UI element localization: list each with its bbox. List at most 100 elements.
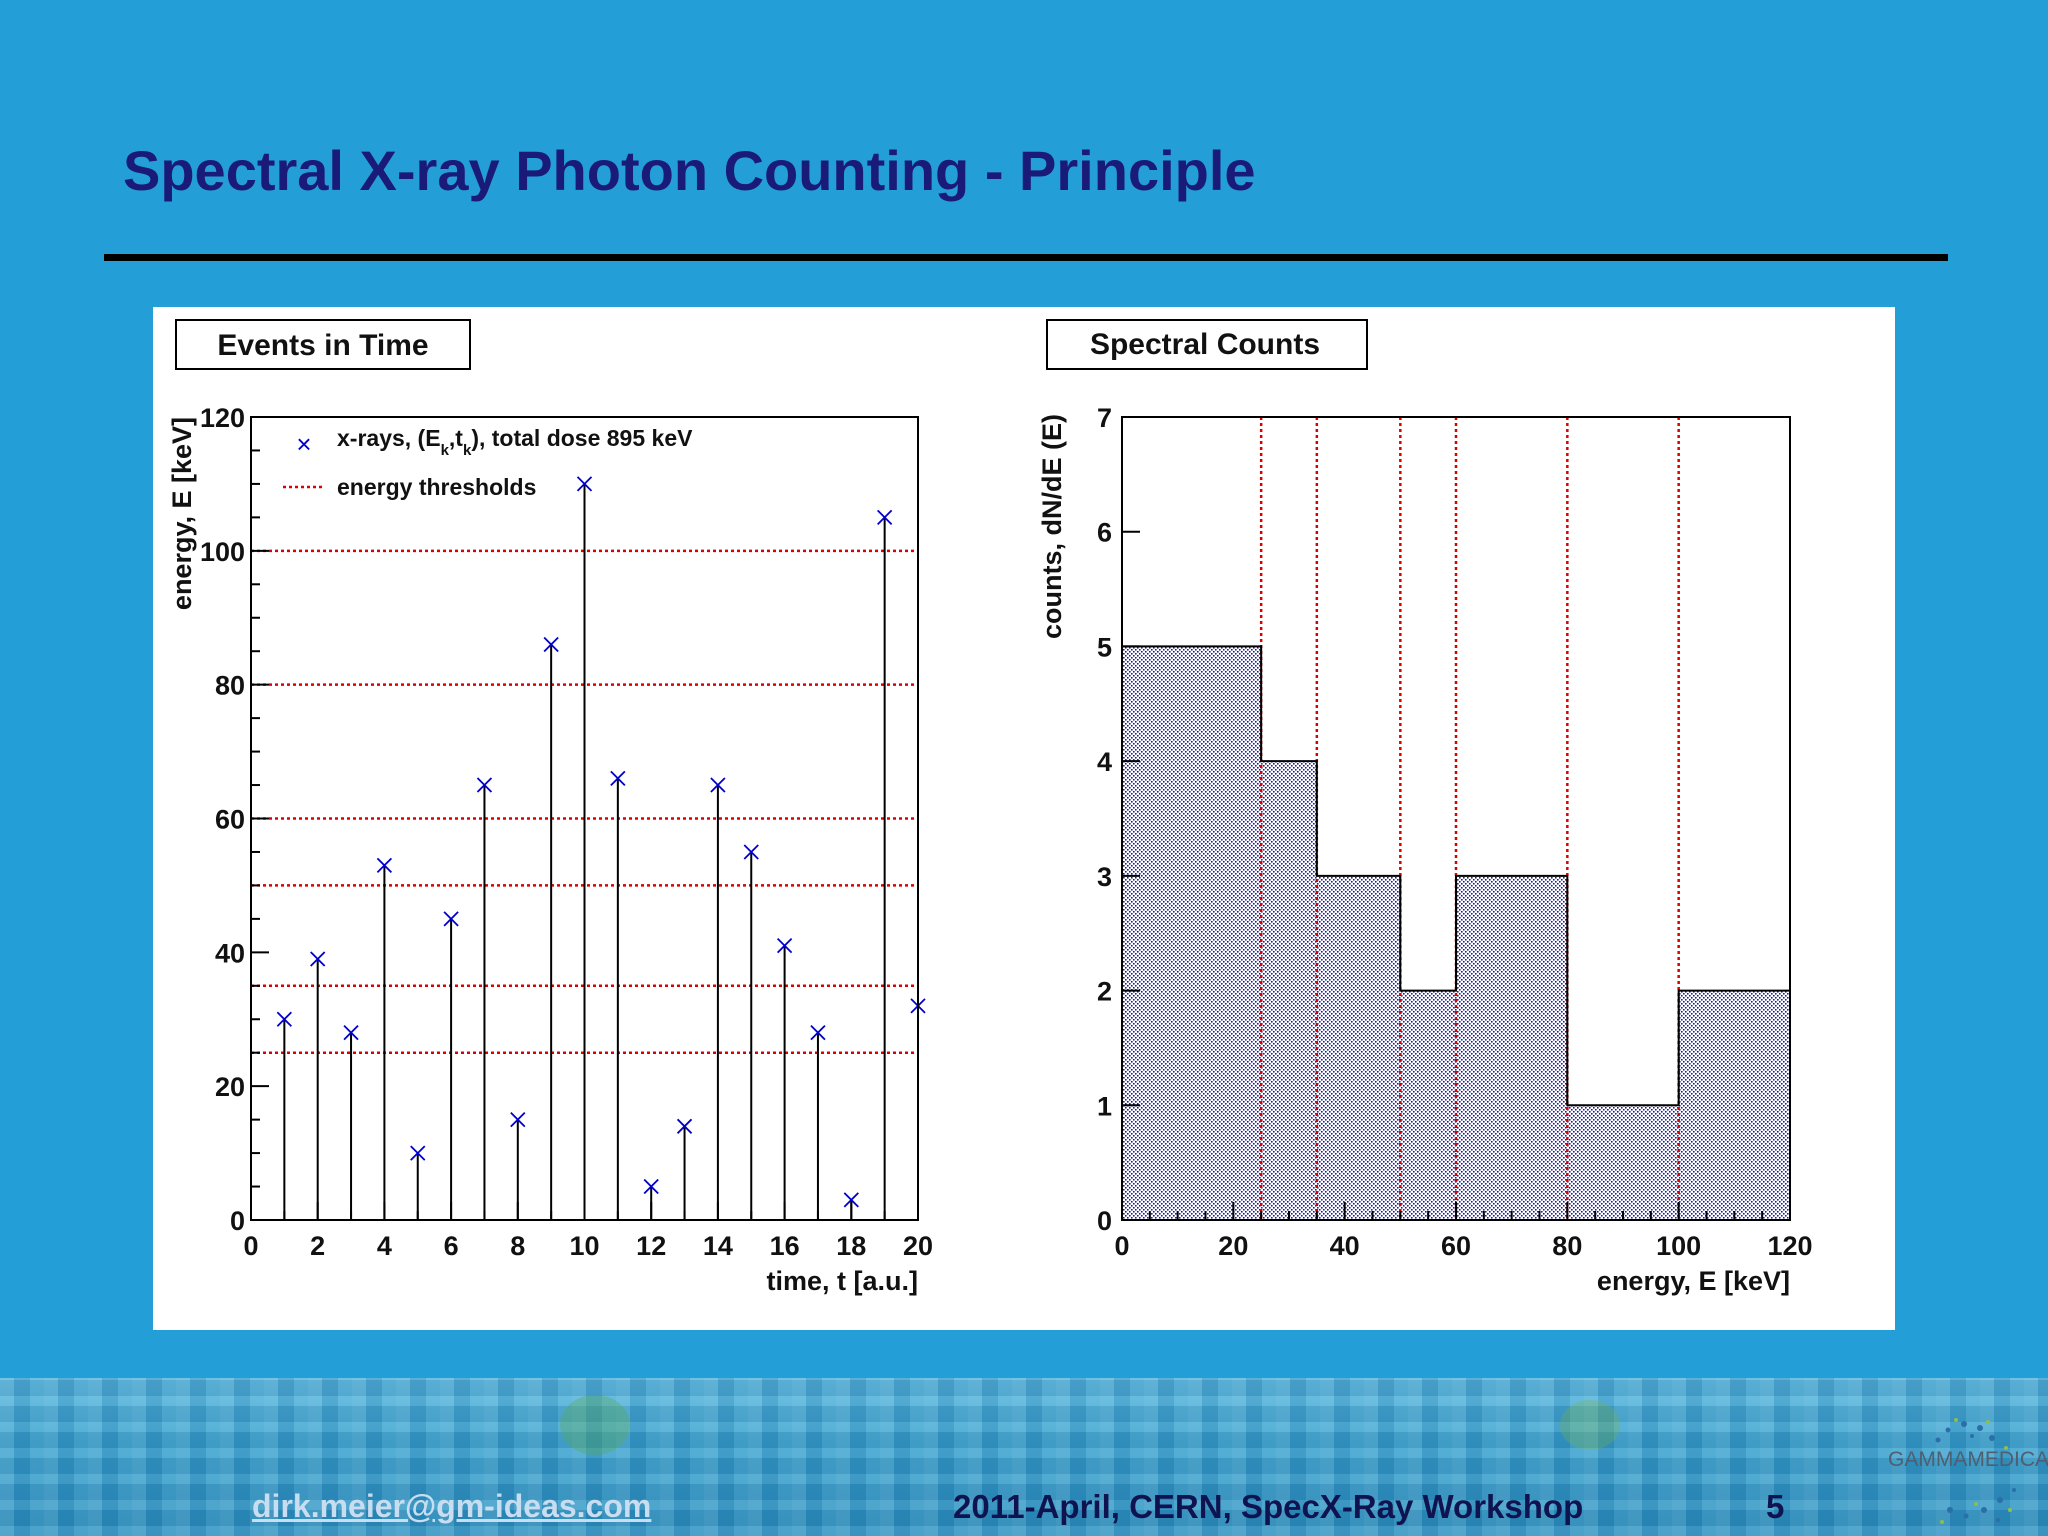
x-tick-label: 18 bbox=[836, 1231, 866, 1261]
event-marker-stroke bbox=[676, 1118, 693, 1134]
legend-threshold-label: energy thresholds bbox=[337, 474, 536, 500]
event-marker-stroke bbox=[576, 476, 593, 492]
event-marker bbox=[710, 777, 726, 793]
event-marker-stroke bbox=[877, 509, 893, 526]
event-marker bbox=[543, 636, 559, 653]
event-marker-stroke bbox=[343, 1024, 359, 1041]
footer-band bbox=[0, 1378, 2048, 1536]
event-marker bbox=[343, 1024, 359, 1041]
y-tick-label: 0 bbox=[230, 1206, 245, 1236]
right-y-axis-label: counts, dN/dE (E) bbox=[1037, 414, 1067, 639]
figure-panel: Events in Time Spectral Counts 0 2 4 6 8 10 12… bbox=[153, 307, 1895, 1330]
x-tick-label: 14 bbox=[703, 1231, 733, 1261]
x-tick-label: 20 bbox=[903, 1231, 933, 1261]
event-marker-stroke bbox=[376, 857, 393, 873]
event-marker bbox=[410, 1145, 426, 1161]
event-marker bbox=[676, 1118, 693, 1134]
footer-decoration bbox=[560, 1395, 630, 1455]
left-y-axis-label: energy, E [keV] bbox=[167, 417, 197, 610]
event-marker-stroke bbox=[743, 844, 759, 860]
y-tick-label: 120 bbox=[200, 403, 245, 433]
event-marker bbox=[743, 844, 759, 860]
left-chart-title: Events in Time bbox=[217, 329, 428, 362]
y-tick-label: 2 bbox=[1097, 977, 1112, 1007]
x-tick-label: 10 bbox=[569, 1231, 599, 1261]
right-threshold-lines bbox=[1259, 417, 1680, 1220]
y-tick-label: 60 bbox=[215, 805, 245, 835]
event-marker-stroke bbox=[610, 770, 626, 786]
event-marker-stroke bbox=[810, 1024, 826, 1041]
left-chart-title-box bbox=[175, 319, 471, 370]
x-tick-label: 0 bbox=[243, 1231, 258, 1261]
x-tick-label: 12 bbox=[636, 1231, 666, 1261]
legend-xray-label: x-rays, (Ek,tk), total dose 895 keV bbox=[337, 425, 693, 459]
event-marker-stroke bbox=[410, 1145, 426, 1161]
event-marker bbox=[276, 1011, 292, 1027]
left-event-markers bbox=[276, 476, 926, 1208]
histogram-bin bbox=[1316, 875, 1401, 1220]
footer-decoration bbox=[1560, 1400, 1620, 1450]
left-legend: × x-rays, (Ek,tk), total dose 895 keV en… bbox=[283, 425, 693, 500]
event-marker bbox=[810, 1024, 826, 1041]
right-x-axis-label: energy, E [keV] bbox=[1597, 1266, 1790, 1296]
slide-title: Spectral X-ray Photon Counting - Princip… bbox=[123, 139, 1256, 202]
left-event-stems bbox=[283, 483, 919, 1220]
y-tick-label: 3 bbox=[1097, 862, 1112, 892]
event-marker-stroke bbox=[776, 938, 793, 954]
histogram-bin bbox=[1122, 646, 1262, 1220]
event-marker bbox=[877, 509, 893, 526]
y-tick-label: 6 bbox=[1097, 518, 1112, 548]
event-marker bbox=[310, 951, 326, 967]
x-tick-label: 20 bbox=[1218, 1231, 1248, 1261]
x-tick-label: 4 bbox=[377, 1231, 392, 1261]
y-tick-label: 80 bbox=[215, 671, 245, 701]
event-marker bbox=[443, 911, 459, 927]
chart-figure: Events in Time Spectral Counts 0 2 4 6 8 10 12… bbox=[167, 319, 1813, 1296]
y-tick-label: 7 bbox=[1097, 403, 1112, 433]
x-tick-label: 2 bbox=[310, 1231, 325, 1261]
event-marker-stroke bbox=[643, 1178, 659, 1195]
y-tick-label: 4 bbox=[1097, 747, 1112, 777]
x-tick-label: 80 bbox=[1552, 1231, 1582, 1261]
right-chart-title: Spectral Counts bbox=[1090, 328, 1320, 361]
logo-text: GAMMAMEDICA bbox=[1888, 1448, 2048, 1471]
right-histogram-bins bbox=[1122, 646, 1790, 1220]
histogram-bin bbox=[1456, 875, 1568, 1220]
left-axis-ticks: 0 2 4 6 8 10 12 14 16 18 20 0 20 40 60 80 100 120 bbox=[200, 403, 933, 1261]
y-tick-label: 40 bbox=[215, 938, 245, 968]
event-marker-stroke bbox=[543, 636, 559, 653]
event-marker bbox=[776, 938, 793, 954]
event-marker-stroke bbox=[510, 1111, 526, 1128]
event-marker-stroke bbox=[843, 1192, 859, 1208]
event-marker-stroke bbox=[710, 777, 726, 793]
histogram-bin bbox=[1567, 1105, 1679, 1220]
event-marker bbox=[843, 1192, 859, 1208]
y-tick-label: 0 bbox=[1097, 1206, 1112, 1236]
x-tick-label: 40 bbox=[1330, 1231, 1360, 1261]
right-chart-title-box bbox=[1046, 319, 1368, 370]
y-tick-label: 1 bbox=[1097, 1091, 1112, 1121]
footer-event-text: 2011-April, CERN, SpecX-Ray Workshop bbox=[953, 1488, 1584, 1525]
gammamedica-logo-icon bbox=[1935, 1418, 2016, 1524]
legend-xray-marker-icon: × bbox=[296, 429, 311, 459]
page-number: 5 bbox=[1766, 1488, 1785, 1525]
footer-email-link[interactable]: dirk.meier@gm-ideas.com bbox=[252, 1488, 652, 1524]
histogram-bin bbox=[1261, 761, 1317, 1220]
event-marker bbox=[476, 777, 493, 793]
y-tick-label: 100 bbox=[200, 537, 245, 567]
right-histogram-outline bbox=[1121, 645, 1791, 1220]
event-marker bbox=[576, 476, 593, 492]
event-marker-stroke bbox=[310, 951, 326, 967]
x-tick-label: 6 bbox=[444, 1231, 459, 1261]
event-marker-stroke bbox=[443, 911, 459, 927]
event-marker-stroke bbox=[276, 1011, 292, 1027]
x-tick-label: 8 bbox=[510, 1231, 525, 1261]
x-tick-label: 120 bbox=[1767, 1231, 1812, 1261]
event-marker bbox=[376, 857, 393, 873]
event-marker bbox=[643, 1178, 659, 1195]
histogram-bin bbox=[1678, 990, 1790, 1220]
histogram-bin bbox=[1400, 990, 1456, 1220]
x-tick-label: 16 bbox=[770, 1231, 800, 1261]
x-tick-label: 60 bbox=[1441, 1231, 1471, 1261]
title-divider bbox=[104, 254, 1948, 261]
